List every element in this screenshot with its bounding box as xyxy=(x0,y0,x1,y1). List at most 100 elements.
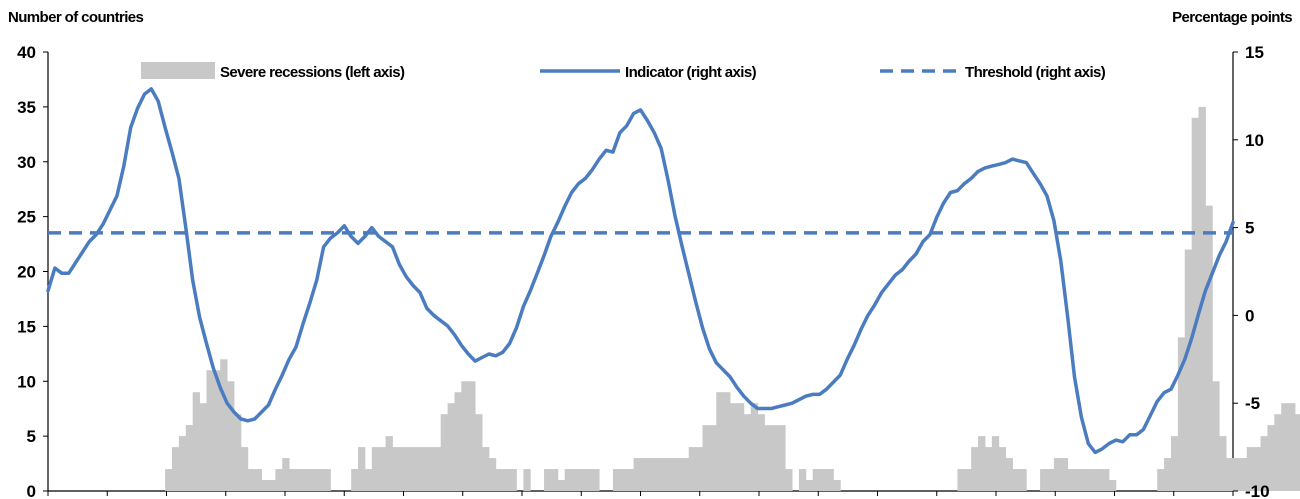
recession-bar xyxy=(1088,469,1096,491)
recession-bar xyxy=(819,469,827,491)
recession-bar xyxy=(461,381,469,491)
left-tick-label: 10 xyxy=(17,372,36,391)
recession-bar xyxy=(1108,480,1117,491)
recession-bar xyxy=(1219,436,1227,491)
recession-bar xyxy=(523,469,531,491)
recession-bar xyxy=(826,469,834,491)
right-tick-label: 10 xyxy=(1245,131,1264,150)
recession-bar xyxy=(289,469,297,491)
recession-bar xyxy=(433,447,442,491)
recession-bar xyxy=(640,458,648,491)
recession-bar xyxy=(1067,469,1075,491)
recession-bar xyxy=(1177,337,1186,491)
recession-bar xyxy=(674,458,683,491)
recession-bar xyxy=(743,414,752,491)
recession-bar xyxy=(695,447,703,491)
recession-bar xyxy=(454,392,462,491)
recession-bar xyxy=(1233,458,1241,491)
recession-bar xyxy=(1074,469,1082,491)
left-tick-label: 30 xyxy=(17,153,36,172)
left-axis-title: Number of countries xyxy=(8,9,144,26)
recession-bar xyxy=(1046,469,1055,491)
recession-bar xyxy=(502,469,510,491)
recession-bar xyxy=(1005,458,1013,491)
recession-bar xyxy=(716,392,724,491)
left-axis-ticks: 0 5 10 15 20 25 30 35 40 xyxy=(17,43,48,499)
recession-bar xyxy=(1081,469,1089,491)
recession-bar xyxy=(440,414,448,491)
recession-bar xyxy=(1102,469,1110,491)
recession-bar xyxy=(633,458,641,491)
right-tick-label: 15 xyxy=(1245,43,1264,62)
recession-bar xyxy=(964,469,972,491)
left-tick-label: 35 xyxy=(17,98,36,117)
recession-bar xyxy=(213,370,221,491)
legend: Severe recessions (left axis) Indicator … xyxy=(141,62,1106,81)
recession-bar xyxy=(647,458,655,491)
recession-bar xyxy=(482,447,490,491)
recession-bar xyxy=(668,458,676,491)
recession-bar xyxy=(1295,414,1300,491)
recession-bar xyxy=(316,469,324,491)
recession-bar xyxy=(378,447,386,491)
recession-bar xyxy=(1246,447,1255,491)
recession-bar xyxy=(736,403,745,491)
recession-bar xyxy=(592,469,600,491)
recession-bar xyxy=(1205,205,1213,491)
recession-bar xyxy=(1212,381,1220,491)
recession-bar xyxy=(254,469,262,491)
recession-bar xyxy=(771,425,779,491)
recession-bar xyxy=(192,392,200,491)
recession-bars xyxy=(165,106,1300,491)
recession-bar xyxy=(392,447,400,491)
recession-bar xyxy=(702,425,710,491)
recession-bar xyxy=(991,436,1000,491)
right-tick-label: 5 xyxy=(1245,219,1254,238)
recession-bar xyxy=(984,447,993,491)
recession-bar xyxy=(557,480,566,491)
recession-bar xyxy=(309,469,318,491)
recession-bar xyxy=(544,469,552,491)
recession-bar xyxy=(971,447,979,491)
indicator-series xyxy=(46,87,1235,455)
recession-bar xyxy=(358,447,366,491)
recession-bar xyxy=(764,425,772,491)
recession-bar xyxy=(1253,447,1261,491)
recession-bar xyxy=(578,469,586,491)
right-axis-ticks: -10 -5 0 5 10 15 xyxy=(1233,43,1270,499)
recession-bar xyxy=(240,447,249,491)
recession-bar xyxy=(1012,469,1020,491)
recession-bar xyxy=(468,381,476,491)
recession-bar xyxy=(227,381,235,491)
recession-bar xyxy=(275,469,283,491)
recession-bar xyxy=(626,469,635,491)
recession-bar xyxy=(571,469,579,491)
left-tick-label: 0 xyxy=(27,482,36,499)
left-tick-label: 5 xyxy=(27,427,36,446)
legend-swatch-bars xyxy=(141,62,215,79)
recession-bar xyxy=(1019,469,1027,491)
recession-bar xyxy=(757,414,765,491)
recession-bar xyxy=(681,458,690,491)
recession-bar xyxy=(172,447,180,491)
recession-bar xyxy=(1267,425,1275,491)
recession-bar xyxy=(585,469,593,491)
recession-bar xyxy=(488,458,497,491)
recession-bar xyxy=(778,425,786,491)
right-axis-title: Percentage points xyxy=(1172,9,1292,26)
indicator-line xyxy=(46,87,1235,455)
recession-bar xyxy=(619,469,628,491)
recession-bar xyxy=(261,480,269,491)
recession-bar xyxy=(385,436,393,491)
recession-bar xyxy=(247,469,256,491)
recession-bar xyxy=(1288,403,1296,491)
recession-bar xyxy=(1053,458,1062,491)
recession-bar xyxy=(165,469,173,491)
recession-bar xyxy=(612,469,621,491)
recession-bar xyxy=(723,392,731,491)
recession-bar xyxy=(957,469,965,491)
recession-bar xyxy=(1274,414,1282,491)
recession-bar xyxy=(447,403,455,491)
right-tick-label: -5 xyxy=(1245,394,1260,413)
